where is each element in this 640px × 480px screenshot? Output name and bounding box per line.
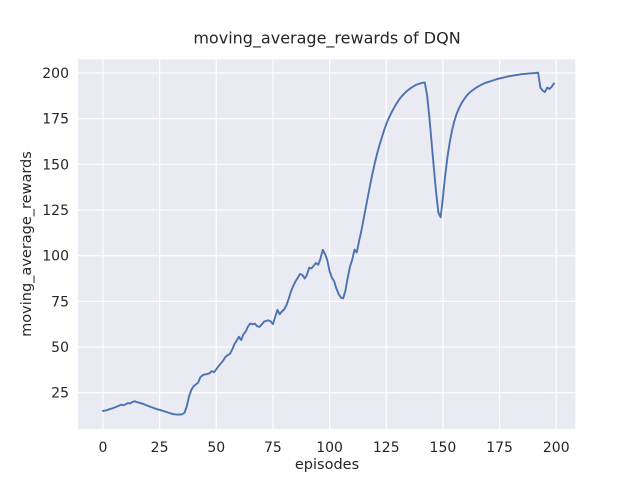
x-tick-label: 25 xyxy=(151,440,169,456)
y-tick-label: 125 xyxy=(42,203,69,219)
x-tick-label: 200 xyxy=(543,440,570,456)
y-tick-label: 175 xyxy=(42,112,69,128)
y-axis-label: moving_average_rewards xyxy=(19,151,35,337)
dqn-line-series xyxy=(101,71,555,416)
x-tick-label: 150 xyxy=(430,440,457,456)
y-tick-label: 100 xyxy=(42,249,69,265)
y-tick-label: 150 xyxy=(42,157,69,173)
x-tick-label: 100 xyxy=(316,440,343,456)
x-tick-label: 125 xyxy=(373,440,400,456)
x-tick-label: 75 xyxy=(264,440,282,456)
y-tick-label: 50 xyxy=(51,340,69,356)
y-tick-label: 75 xyxy=(51,294,69,310)
x-tick-label: 50 xyxy=(207,440,225,456)
x-tick-label: 175 xyxy=(486,440,513,456)
y-tick-label: 200 xyxy=(42,66,69,82)
axes-background xyxy=(78,59,576,430)
x-tick-label: 0 xyxy=(98,440,107,456)
y-tick-label: 25 xyxy=(51,386,69,402)
chart-title: moving_average_rewards of DQN xyxy=(193,28,461,48)
x-axis-label: episodes xyxy=(294,457,360,473)
